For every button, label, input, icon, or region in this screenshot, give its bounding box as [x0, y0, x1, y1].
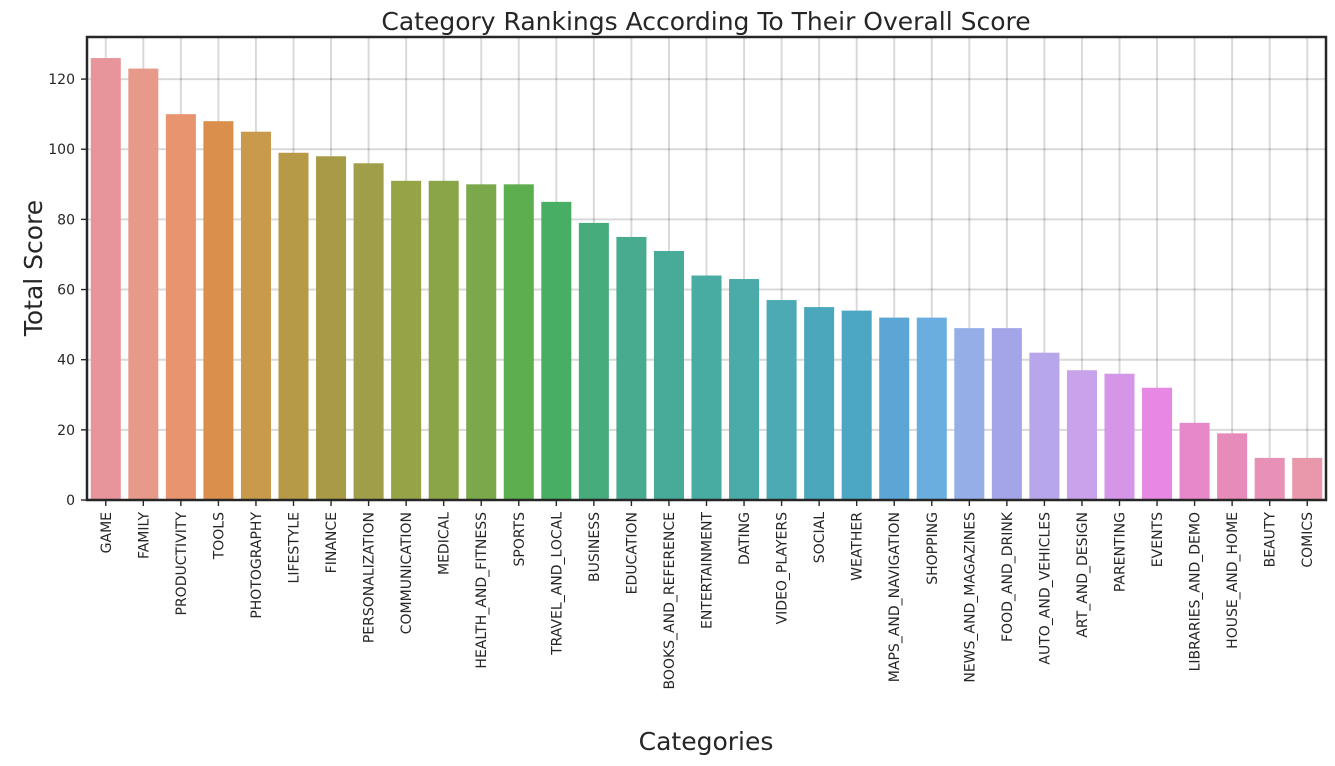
y-tick-label: 0 — [66, 493, 75, 509]
bar — [804, 307, 835, 500]
x-tick-label: TRAVEL_AND_LOCAL — [549, 512, 565, 656]
bar — [128, 68, 159, 501]
x-tick-label: TOOLS — [211, 512, 227, 560]
bar — [578, 222, 609, 500]
bar — [616, 236, 647, 500]
bar — [353, 163, 384, 501]
y-tick-label: 120 — [48, 72, 75, 88]
y-tick-label: 40 — [57, 353, 75, 369]
x-tick-label: NEWS_AND_MAGAZINES — [962, 512, 978, 683]
x-tick-label: COMMUNICATION — [399, 512, 415, 634]
x-tick-label: EVENTS — [1150, 512, 1166, 567]
x-tick-label: PARENTING — [1113, 512, 1129, 592]
bar — [766, 300, 797, 500]
y-tick-label: 80 — [57, 212, 75, 228]
x-tick-label: SPORTS — [512, 512, 528, 567]
chart-title: Category Rankings According To Their Ove… — [381, 7, 1030, 36]
bar — [541, 201, 572, 500]
bar — [90, 58, 121, 500]
bar — [1029, 352, 1060, 500]
bar — [729, 279, 760, 500]
bar — [691, 275, 722, 500]
x-tick-label: PRODUCTIVITY — [174, 512, 190, 616]
bar — [1066, 370, 1097, 500]
bar — [916, 317, 947, 500]
x-tick-label: BEAUTY — [1263, 512, 1279, 568]
x-tick-label: LIBRARIES_AND_DEMO — [1188, 512, 1204, 671]
bar — [954, 328, 985, 500]
bar — [278, 152, 309, 500]
x-tick-label: FOOD_AND_DRINK — [1000, 511, 1016, 642]
x-tick-label: EDUCATION — [624, 512, 640, 594]
x-tick-label: SHOPPING — [925, 512, 941, 585]
x-tick-label: ENTERTAINMENT — [700, 512, 716, 629]
x-tick-label: MEDICAL — [437, 512, 453, 575]
x-tick-label: AUTO_AND_VEHICLES — [1037, 512, 1053, 665]
x-tick-label: FINANCE — [324, 512, 340, 573]
bar — [466, 184, 497, 500]
x-tick-label: WEATHER — [850, 512, 866, 581]
x-tick-label: MAPS_AND_NAVIGATION — [887, 512, 903, 682]
bar — [203, 121, 234, 500]
axis-layer: 0 20 40 60 80 100 120 GAME FAMILY PRODUCTIVITY TOO… — [48, 35, 1328, 689]
bar — [1142, 387, 1173, 500]
x-tick-label: PHOTOGRAPHY — [249, 512, 265, 619]
bar — [879, 317, 910, 500]
bar — [653, 250, 684, 500]
x-tick-label: HEALTH_AND_FITNESS — [474, 512, 490, 669]
bar — [991, 328, 1022, 500]
bar — [503, 184, 534, 500]
bar — [428, 180, 459, 500]
bar — [1217, 433, 1248, 500]
x-tick-label: ART_AND_DESIGN — [1075, 512, 1091, 638]
y-tick-label: 60 — [57, 283, 75, 299]
x-tick-label: FAMILY — [136, 512, 152, 559]
x-tick-label: COMICS — [1300, 512, 1316, 568]
bar — [1179, 422, 1210, 500]
bar — [1254, 457, 1285, 500]
x-tick-label: SOCIAL — [812, 512, 828, 563]
x-tick-label: LIFESTYLE — [287, 512, 303, 583]
plot-frame — [85, 35, 1328, 502]
bar — [841, 310, 872, 500]
bar — [391, 180, 422, 500]
x-tick-label: HOUSE_AND_HOME — [1225, 512, 1241, 649]
bar — [240, 131, 271, 501]
y-axis-title: Total Score — [19, 200, 48, 337]
y-tick-label: 100 — [48, 142, 75, 158]
x-tick-label: BUSINESS — [587, 512, 603, 582]
bar — [1104, 373, 1135, 500]
x-axis-title: Categories — [639, 727, 774, 756]
x-tick-label: BOOKS_AND_REFERENCE — [662, 512, 678, 689]
bar — [1292, 457, 1323, 500]
x-tick-label: DATING — [737, 512, 753, 565]
bar — [316, 156, 347, 500]
y-tick-label: 20 — [57, 423, 75, 439]
bar-layer — [90, 58, 1323, 501]
bar — [165, 114, 196, 501]
x-tick-label: PERSONALIZATION — [362, 512, 378, 643]
x-tick-label: GAME — [99, 512, 115, 553]
x-tick-label: VIDEO_PLAYERS — [775, 512, 791, 625]
